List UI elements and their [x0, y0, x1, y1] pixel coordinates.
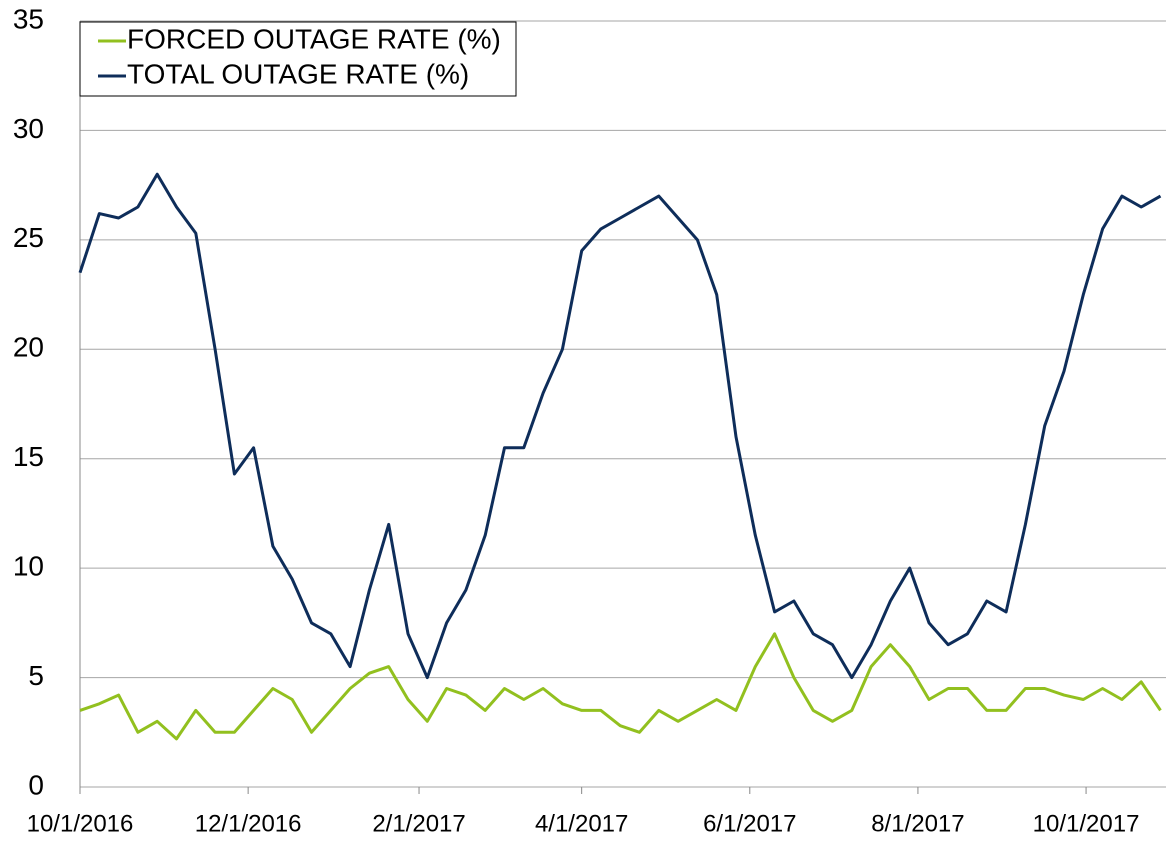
x-tick-label: 12/1/2016 — [195, 810, 302, 837]
y-tick-label: 25 — [13, 222, 44, 253]
legend-label: TOTAL OUTAGE RATE (%) — [127, 58, 469, 89]
x-tick-label: 4/1/2017 — [535, 810, 628, 837]
x-tick-label: 2/1/2017 — [372, 810, 465, 837]
y-tick-label: 15 — [13, 441, 44, 472]
x-tick-label: 6/1/2017 — [703, 810, 796, 837]
y-tick-label: 5 — [28, 660, 44, 691]
y-tick-label: 35 — [13, 3, 44, 34]
y-tick-label: 30 — [13, 113, 44, 144]
legend-box — [79, 21, 517, 97]
y-tick-label: 20 — [13, 332, 44, 363]
y-tick-label: 10 — [13, 551, 44, 582]
legend-label: FORCED OUTAGE RATE (%) — [127, 23, 501, 54]
x-tick-label: 10/1/2016 — [27, 810, 134, 837]
y-tick-label: 0 — [28, 769, 44, 800]
series-line — [78, 172, 1162, 680]
x-tick-label: 10/1/2017 — [1033, 810, 1140, 837]
x-tick-label: 8/1/2017 — [871, 810, 964, 837]
series-line — [79, 632, 1162, 741]
